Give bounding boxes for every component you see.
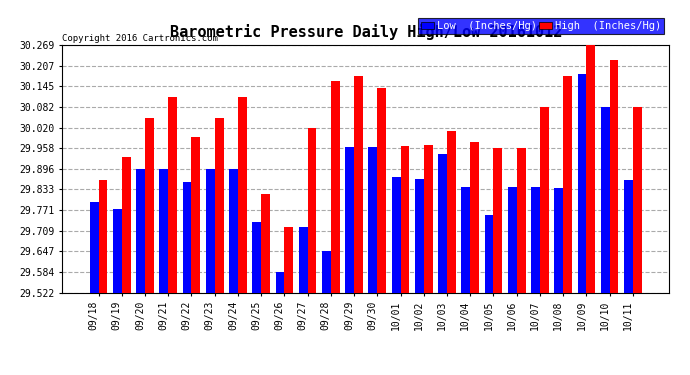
Title: Barometric Pressure Daily High/Low 20161012: Barometric Pressure Daily High/Low 20161… bbox=[170, 24, 562, 40]
Bar bbox=[368, 147, 377, 292]
Bar bbox=[206, 169, 215, 292]
Bar bbox=[517, 148, 526, 292]
Bar bbox=[578, 75, 586, 292]
Bar bbox=[633, 107, 642, 292]
Bar bbox=[586, 45, 595, 292]
Bar bbox=[484, 214, 493, 292]
Bar bbox=[191, 138, 200, 292]
Bar bbox=[159, 169, 168, 292]
Bar bbox=[238, 97, 247, 292]
Legend: Low  (Inches/Hg), High  (Inches/Hg): Low (Inches/Hg), High (Inches/Hg) bbox=[418, 18, 664, 34]
Bar bbox=[415, 179, 424, 292]
Bar bbox=[145, 117, 154, 292]
Bar bbox=[331, 81, 339, 292]
Bar bbox=[168, 97, 177, 292]
Bar bbox=[377, 88, 386, 292]
Bar bbox=[90, 202, 99, 292]
Bar bbox=[624, 180, 633, 292]
Bar bbox=[136, 169, 145, 292]
Bar bbox=[121, 158, 130, 292]
Bar bbox=[508, 187, 517, 292]
Bar bbox=[284, 227, 293, 292]
Text: Copyright 2016 Cartronics.com: Copyright 2016 Cartronics.com bbox=[62, 33, 218, 42]
Bar bbox=[229, 169, 238, 292]
Bar bbox=[424, 145, 433, 292]
Bar bbox=[531, 187, 540, 292]
Bar bbox=[99, 180, 108, 292]
Bar bbox=[392, 177, 401, 292]
Bar bbox=[601, 107, 610, 292]
Bar bbox=[275, 272, 284, 292]
Bar bbox=[540, 107, 549, 292]
Bar bbox=[345, 147, 354, 292]
Bar bbox=[113, 209, 121, 292]
Bar bbox=[183, 182, 191, 292]
Bar bbox=[493, 148, 502, 292]
Bar bbox=[299, 227, 308, 292]
Bar bbox=[554, 188, 563, 292]
Bar bbox=[462, 187, 471, 292]
Bar bbox=[322, 251, 331, 292]
Bar bbox=[354, 76, 363, 292]
Bar bbox=[215, 118, 224, 292]
Bar bbox=[610, 60, 618, 292]
Bar bbox=[308, 128, 317, 292]
Bar bbox=[447, 131, 456, 292]
Bar bbox=[253, 222, 261, 292]
Bar bbox=[471, 142, 479, 292]
Bar bbox=[563, 76, 572, 292]
Bar bbox=[401, 146, 409, 292]
Bar bbox=[438, 154, 447, 292]
Bar bbox=[261, 194, 270, 292]
